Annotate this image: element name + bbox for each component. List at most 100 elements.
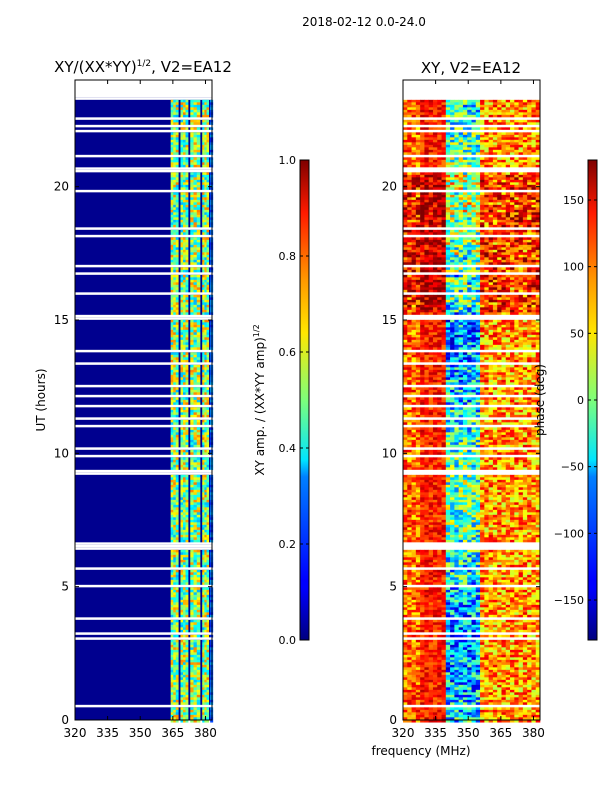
amp-heatmap-cell [204,329,207,333]
phase-heatmap-cell [411,174,417,178]
amp-heatmap-cell [185,437,189,441]
amp-heatmap-cell [183,252,186,256]
phase-heatmap-cell [527,174,532,178]
phase-heatmap-cell [497,177,502,181]
amp-heatmap-cell [190,312,194,316]
amp-heatmap-cell [206,579,210,583]
phase-heatmap-cell [450,157,455,161]
amp-heatmap-cell [190,579,194,583]
amp-heatmap-cell [190,112,194,116]
amp-heatmap-cell [204,239,207,243]
amp-heatmap-cell [175,579,179,583]
phase-heatmap-cell [522,199,528,203]
amp-heatmap-cell [206,694,210,698]
phase-heatmap-cell [420,144,425,148]
amp-heatmap-cell [170,269,174,273]
amp-heatmap-cell [193,402,198,406]
phase-heatmap-cell [441,282,447,286]
amp-heatmap-cell [190,652,194,656]
phase-heatmap-cell [407,232,412,236]
phase-heatmap-cell [475,252,481,256]
phase-heatmap-cell [492,112,498,116]
amp-heatmap-cell [196,174,201,178]
amp-heatmap-cell [175,224,179,228]
phase-heatmap-cell [415,259,421,263]
amp-heatmap-cell [190,247,194,251]
phase-heatmap-cell [527,179,532,183]
amp-heatmap-cell [202,539,205,543]
phase-heatmap-cell [505,104,511,108]
phase-heatmap-cell [454,212,459,216]
amp-heatmap-cell [204,589,207,593]
amp-heatmap-cell [170,539,174,543]
amp-heatmap-cell [206,172,210,176]
phase-heatmap-cell [501,229,507,233]
phase-heatmap-cell [407,184,412,188]
phase-heatmap-cell [428,122,434,126]
amp-heatmap-cell [173,587,177,591]
phase-heatmap-cell [424,252,429,256]
amp-heatmap-cell [193,619,198,623]
amp-heatmap-cell [170,437,174,441]
phase-heatmap-cell [484,262,489,266]
amp-heatmap-cell [193,109,198,113]
amp-heatmap-cell [175,197,179,201]
phase-heatmap-cell [492,249,498,253]
phase-heatmap-cell [514,199,519,203]
phase-heatmap-cell [424,122,429,126]
amp-heatmap-cell [173,614,177,618]
amp-heatmap-cell [190,212,194,216]
phase-heatmap-cell [501,127,507,131]
phase-heatmap-cell [518,104,524,108]
phase-heatmap-cell [518,239,524,243]
amp-heatmap-cell [170,184,174,188]
amp-heatmap-cell [190,662,194,666]
amp-heatmap-cell [193,354,198,358]
amp-heatmap-cell [196,702,201,706]
amp-heatmap-cell [204,304,207,308]
amp-heatmap-cell [183,709,186,713]
phase-heatmap-cell [420,249,425,253]
amp-heatmap-cell [202,559,205,563]
amp-heatmap-cell [202,297,205,301]
phase-heatmap-cell [403,289,408,293]
phase-heatmap-cell [454,259,459,263]
amp-heatmap-cell [175,327,179,331]
amp-heatmap-cell [175,382,179,386]
amp-heatmap-cell [173,142,177,146]
amp-heatmap-cell [180,439,184,443]
phase-heatmap-cell [407,197,412,201]
phase-heatmap-cell [480,164,485,168]
phase-heatmap-cell [488,282,494,286]
amp-heatmap-cell [196,352,201,356]
phase-heatmap-cell [531,239,537,243]
phase-heatmap-cell [518,202,524,206]
amp-heatmap-cell [183,639,186,643]
phase-heatmap-cell [505,127,511,131]
phase-heatmap-cell [454,132,459,136]
amp-heatmap-cell [190,494,194,498]
phase-heatmap-cell [488,252,494,256]
phase-heatmap-cell [445,164,451,168]
amp-heatmap-cell [185,622,189,626]
amp-heatmap-cell [180,554,184,558]
phase-heatmap-cell [514,237,519,241]
phase-heatmap-cell [450,244,455,248]
phase-heatmap-cell [432,197,438,201]
phase-heatmap-cell [450,257,455,261]
phase-heatmap-cell [458,184,464,188]
amp-heatmap-cell [173,412,177,416]
amp-heatmap-cell [180,282,184,286]
amp-heatmap-cell [204,489,207,493]
amp-heatmap-cell [196,299,201,303]
amp-heatmap-cell [206,509,210,513]
phase-heatmap-cell [535,114,541,118]
amp-heatmap-cell [206,232,210,236]
amp-heatmap-cell [202,222,205,226]
amp-heatmap-cell [193,552,198,556]
amp-heatmap-cell [202,684,205,688]
amp-heatmap-cell [193,337,198,341]
phase-heatmap-cell [527,247,532,251]
amp-heatmap-cell [193,572,198,576]
phase-heatmap-cell [407,262,412,266]
